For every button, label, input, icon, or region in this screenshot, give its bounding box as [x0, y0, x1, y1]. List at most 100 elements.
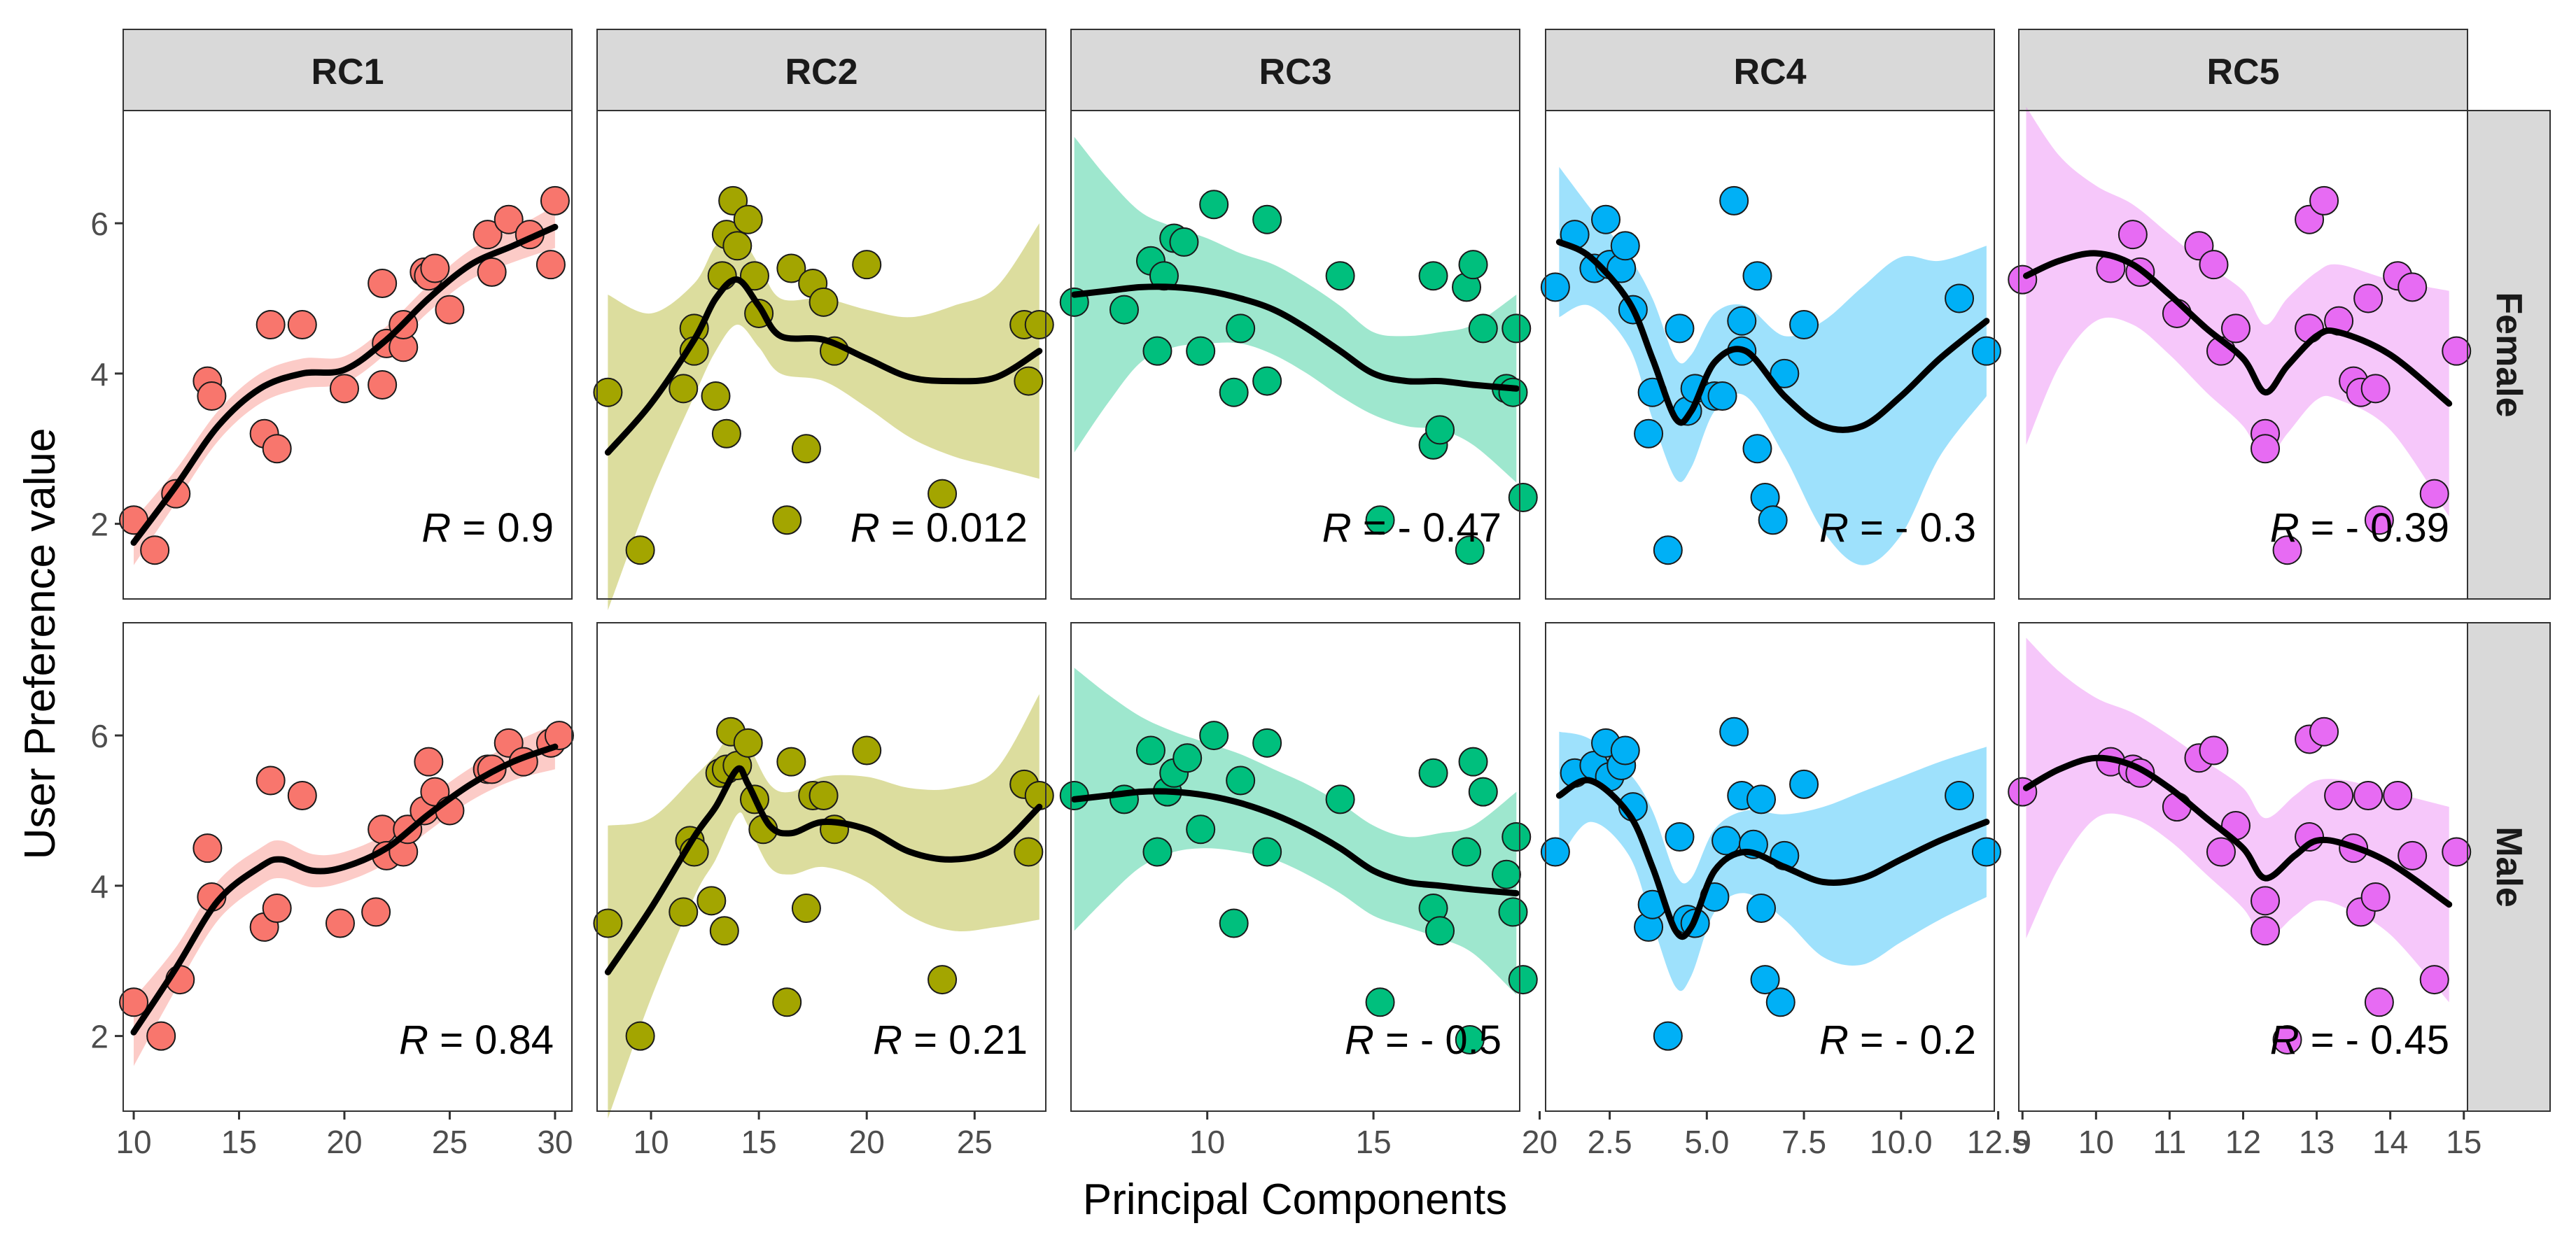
data-point	[791, 894, 821, 924]
data-point	[2383, 780, 2413, 810]
data-point	[1325, 784, 1355, 814]
x-tick-label: 30	[537, 1124, 573, 1160]
x-tick-label: 15	[1355, 1124, 1391, 1160]
confidence-band	[608, 694, 1040, 1119]
data-point	[493, 204, 524, 234]
correlation-value: = 0.9	[462, 505, 554, 551]
data-point	[1186, 814, 1216, 845]
data-point	[2353, 283, 2384, 313]
data-point	[1498, 897, 1528, 927]
facet-strip-rc1	[122, 29, 573, 111]
correlation-symbol: R	[2270, 1017, 2311, 1063]
correlation-label: R = 0.84	[399, 1017, 554, 1063]
smooth-line	[1555, 239, 1990, 433]
x-tick-label: 11	[2153, 1124, 2187, 1160]
data-point	[2419, 965, 2449, 995]
data-point	[2419, 479, 2449, 509]
data-point	[1945, 780, 1975, 810]
correlation-label: R = - 0.45	[2270, 1017, 2449, 1063]
data-point	[2250, 916, 2281, 946]
x-tick-label: 13	[2299, 1124, 2334, 1160]
facet-strip-rc4	[1545, 29, 1995, 111]
data-point	[2309, 717, 2339, 747]
data-point	[1458, 250, 1488, 280]
data-point	[1719, 185, 1749, 216]
data-point	[1226, 313, 1256, 344]
data-point	[1468, 777, 1498, 807]
data-point	[1707, 381, 1737, 411]
data-point	[668, 374, 699, 404]
correlation-label: R = - 0.3	[1819, 505, 1976, 551]
data-point	[791, 434, 821, 464]
x-tick-label: 10	[1189, 1124, 1225, 1160]
correlation-value: = - 0.2	[1860, 1017, 1976, 1063]
data-point	[287, 310, 317, 340]
smooth-line	[1071, 788, 1520, 897]
correlation-symbol: R	[1819, 1017, 1860, 1063]
data-point	[1945, 283, 1975, 313]
data-point	[625, 1021, 655, 1051]
data-point	[1425, 415, 1455, 445]
panel-rc3-female: R = - 0.47	[1059, 110, 1538, 600]
correlation-value: = - 0.5	[1385, 1017, 1502, 1063]
x-tick-label: 10.0	[1870, 1124, 1933, 1160]
facet-strip-rc2	[596, 29, 1046, 111]
panel-border	[1070, 622, 1520, 1112]
data-point	[119, 987, 149, 1017]
data-point	[1540, 272, 1570, 302]
data-point	[2398, 840, 2428, 870]
smooth-line	[1071, 283, 1520, 392]
panel-border	[1545, 110, 1995, 600]
facet-strip-rc5	[2018, 29, 2468, 111]
y-tick-label: 4	[90, 356, 108, 393]
smooth-line	[2023, 250, 2453, 407]
facet-strip-label: Male	[2488, 826, 2529, 908]
facet-strip-rc3	[1070, 29, 1520, 111]
x-tick-label: 25	[957, 1124, 993, 1160]
x-tick-label: 15	[221, 1124, 257, 1160]
correlation-label: R = 0.9	[421, 505, 554, 551]
data-point	[1508, 483, 1538, 513]
panel-border	[596, 110, 1046, 600]
panel-rc4-female: R = - 0.3	[1540, 110, 2001, 600]
data-point	[540, 185, 570, 216]
data-point	[1458, 747, 1488, 777]
facet-strip-male	[2467, 622, 2551, 1112]
data-point	[1014, 366, 1044, 396]
data-point	[593, 908, 623, 938]
data-point	[414, 747, 444, 777]
data-point	[1610, 231, 1640, 261]
x-tick-label: 20	[326, 1124, 362, 1160]
data-point	[927, 965, 958, 995]
correlation-symbol: R	[1322, 505, 1363, 551]
smooth-line	[130, 743, 559, 1036]
x-tick-label: 5.0	[1684, 1124, 1729, 1160]
data-point	[1971, 336, 2001, 366]
data-point	[1135, 735, 1166, 765]
data-point	[255, 765, 286, 796]
data-point	[140, 535, 170, 565]
panel-border	[1545, 622, 1995, 1112]
data-point	[1502, 822, 1532, 852]
panel-rc2-female: R = 0.012	[593, 110, 1054, 611]
data-point	[2324, 780, 2354, 810]
data-point	[2360, 374, 2390, 404]
data-point	[1014, 837, 1044, 867]
data-point	[1758, 505, 1788, 535]
data-point	[368, 814, 398, 845]
confidence-band	[134, 206, 555, 565]
data-point	[1455, 1024, 1485, 1054]
data-point	[1169, 227, 1199, 257]
data-point	[262, 434, 292, 464]
data-point	[192, 833, 223, 863]
x-tick-label: 10	[2078, 1124, 2114, 1160]
data-point	[2309, 185, 2339, 216]
smooth-line	[130, 223, 559, 546]
correlation-symbol: R	[873, 1017, 913, 1063]
panel-background	[1071, 623, 1520, 1111]
panel-border	[122, 110, 573, 600]
data-point	[1172, 743, 1203, 773]
data-point	[1742, 434, 1772, 464]
data-point	[1186, 336, 1216, 366]
panel-rc5-female: R = - 0.39	[2008, 106, 2472, 600]
